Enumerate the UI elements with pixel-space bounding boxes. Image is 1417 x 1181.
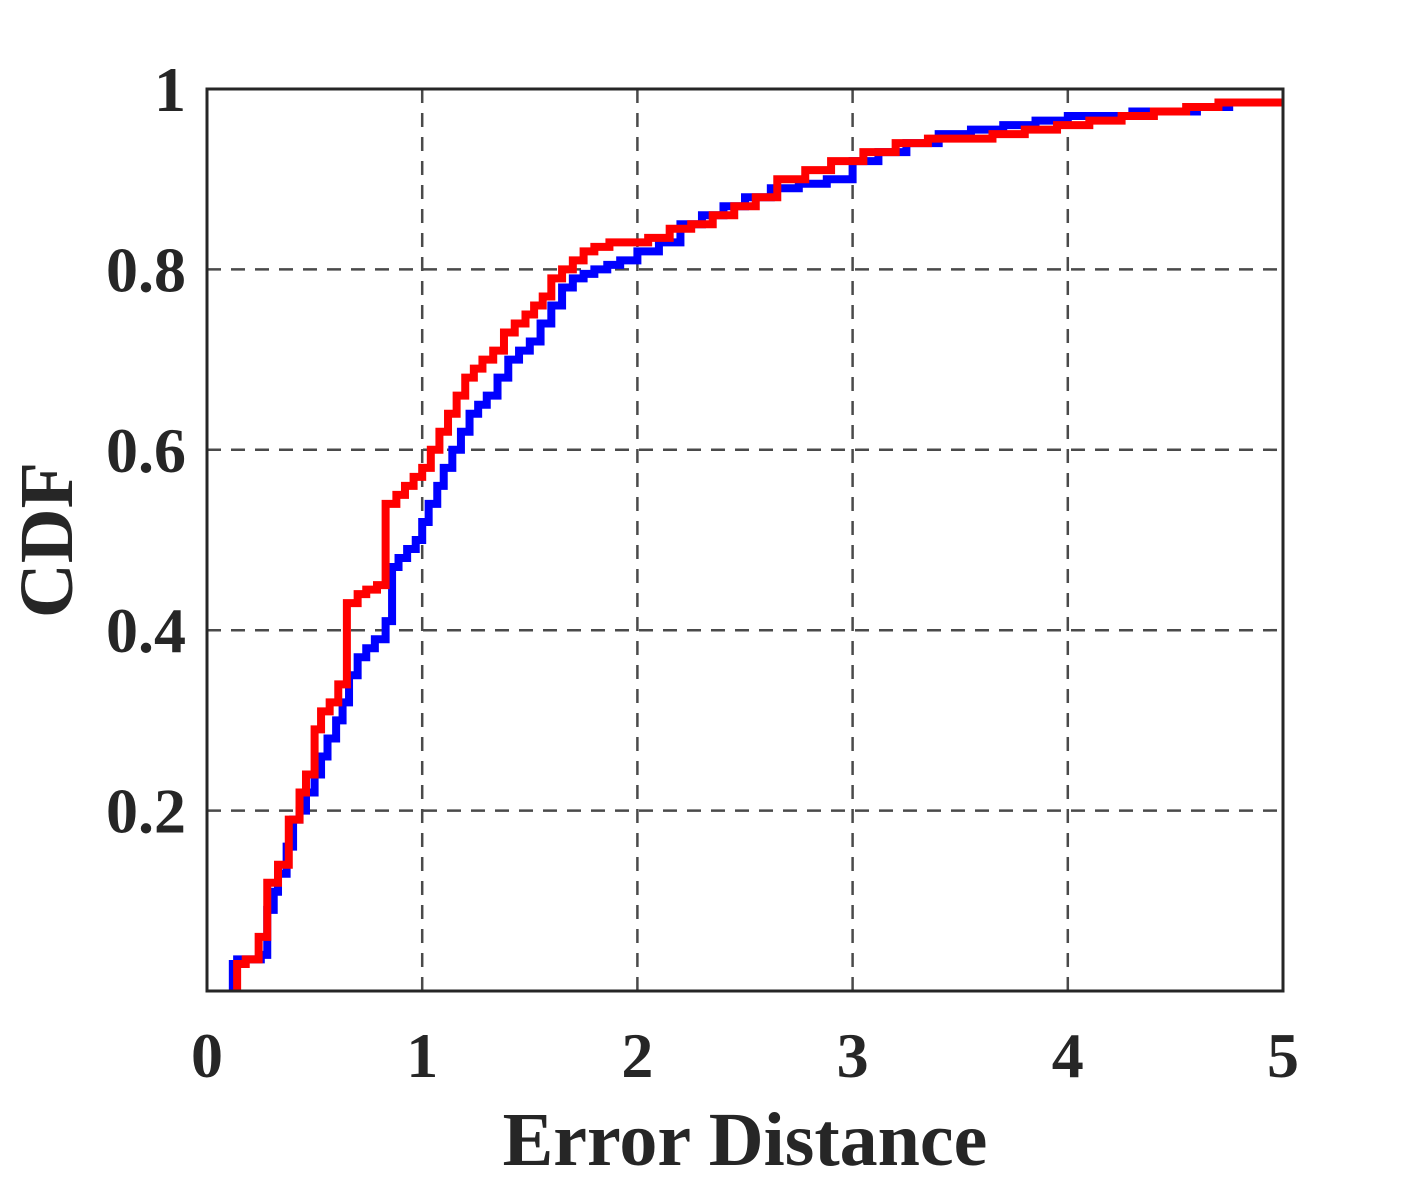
y-tick-label: 0.4 <box>106 595 186 666</box>
grid-lines <box>207 89 1283 991</box>
plot-frame <box>205 87 1285 993</box>
x-tick-labels: 0 1 2 3 4 5 <box>191 1020 1299 1091</box>
y-tick-label: 1 <box>154 54 186 125</box>
x-tick-label: 0 <box>191 1020 223 1091</box>
series-line-2 <box>233 98 1283 991</box>
series-lines <box>228 98 1283 991</box>
y-axis-label: CDF <box>5 462 89 618</box>
y-tick-label: 0.8 <box>106 234 186 305</box>
y-tick-label: 0.2 <box>106 776 186 847</box>
x-tick-label: 3 <box>837 1020 869 1091</box>
x-tick-label: 4 <box>1052 1020 1084 1091</box>
y-tick-labels: 0.2 0.4 0.6 0.8 1 <box>106 54 186 847</box>
y-tick-label: 0.6 <box>106 415 186 486</box>
x-tick-label: 5 <box>1267 1020 1299 1091</box>
x-tick-label: 2 <box>621 1020 653 1091</box>
x-tick-label: 1 <box>406 1020 438 1091</box>
x-axis-label: Error Distance <box>503 1098 988 1181</box>
